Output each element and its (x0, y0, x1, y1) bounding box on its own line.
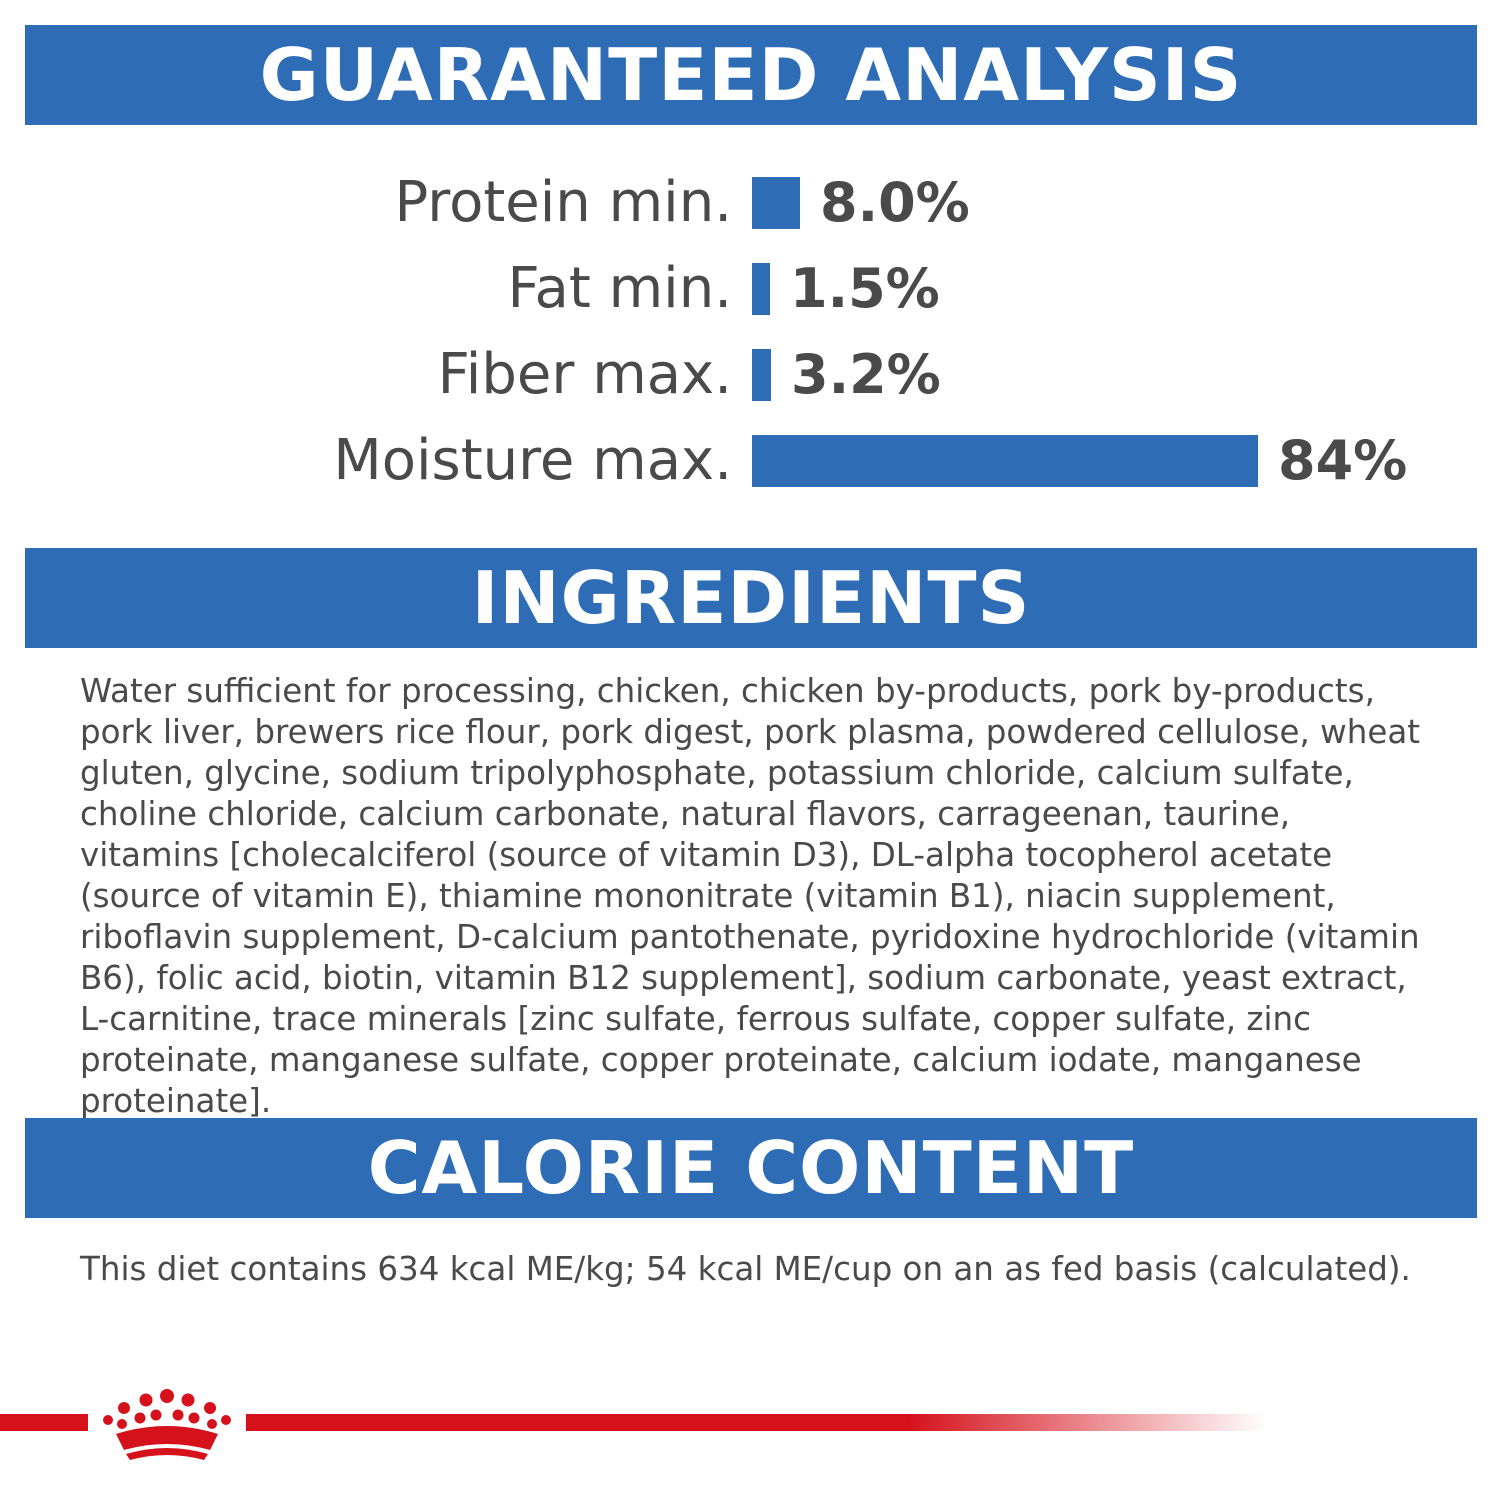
analysis-row-moisture: Moisture max. 84% (0, 418, 1500, 504)
calorie-content-title: CALORIE CONTENT (367, 1126, 1135, 1210)
calorie-text: This diet contains 634 kcal ME/kg; 54 kc… (80, 1250, 1411, 1288)
analysis-row-fiber: Fiber max. 3.2% (0, 332, 1500, 418)
brand-stripe-left (0, 1414, 88, 1431)
analysis-value: 1.5% (790, 257, 940, 320)
analysis-value: 8.0% (820, 171, 970, 234)
ingredients-title: INGREDIENTS (471, 556, 1031, 640)
calorie-content-header: CALORIE CONTENT (25, 1118, 1477, 1218)
analysis-label: Protein min. (394, 170, 732, 235)
brand-stripe-right (246, 1414, 1266, 1431)
analysis-bar (752, 263, 770, 315)
ingredients-header: INGREDIENTS (25, 548, 1477, 648)
analysis-row-fat: Fat min. 1.5% (0, 246, 1500, 332)
guaranteed-analysis-header: GUARANTEED ANALYSIS (25, 25, 1477, 125)
crown-icon (103, 1389, 231, 1460)
analysis-bar (752, 177, 800, 229)
analysis-value: 3.2% (791, 343, 941, 406)
analysis-bar (752, 435, 1258, 487)
analysis-label: Fat min. (507, 256, 732, 321)
analysis-value: 84% (1278, 429, 1408, 492)
guaranteed-analysis-title: GUARANTEED ANALYSIS (259, 33, 1243, 117)
analysis-label: Moisture max. (333, 428, 732, 493)
ingredients-text: Water sufficient for processing, chicken… (80, 672, 1420, 1120)
analysis-label: Fiber max. (437, 342, 732, 407)
analysis-row-protein: Protein min. 8.0% (0, 160, 1500, 246)
analysis-bar (752, 349, 771, 401)
